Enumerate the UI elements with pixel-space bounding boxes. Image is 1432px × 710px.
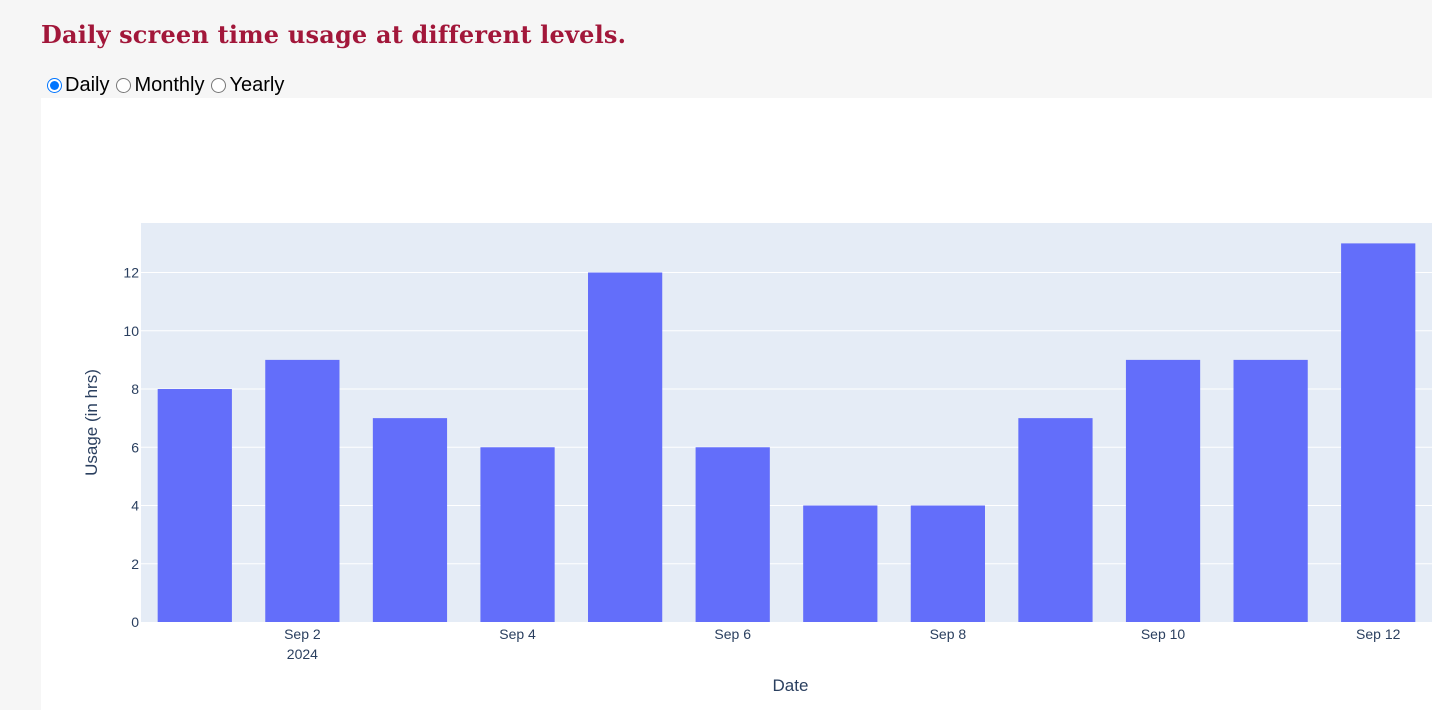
x-tick-label: Sep 4	[499, 626, 536, 642]
x-tick-label: Sep 8	[930, 626, 967, 642]
y-tick-label: 2	[131, 556, 139, 572]
x-tick-sublabel: 2024	[287, 646, 318, 662]
yearly-label: Yearly	[229, 74, 284, 97]
chart-panel: 0 2 4 6 8 10 12 Sep 2 2024 Sep 4 Sep 6 Sep 8 Sep 10…	[41, 98, 1432, 710]
y-axis-ticks: 0 2 4 6 8 10 12	[123, 265, 139, 630]
yearly-radio[interactable]	[211, 78, 226, 93]
bar-2024-09-07[interactable]	[803, 506, 877, 622]
bar-chart: 0 2 4 6 8 10 12 Sep 2 2024 Sep 4 Sep 6 Sep 8 Sep 10…	[41, 98, 1432, 710]
bar-2024-09-12[interactable]	[1341, 243, 1415, 622]
x-tick-label: Sep 2	[284, 626, 321, 642]
y-tick-label: 8	[131, 381, 139, 397]
x-tick-label: Sep 12	[1356, 626, 1401, 642]
y-tick-label: 6	[131, 439, 139, 455]
yearly-option[interactable]: Yearly	[208, 74, 284, 97]
y-tick-label: 0	[131, 614, 139, 630]
page-title: Daily screen time usage at different lev…	[41, 20, 626, 49]
y-tick-label: 4	[131, 498, 139, 514]
y-tick-label: 10	[123, 323, 139, 339]
daily-option[interactable]: Daily	[44, 74, 109, 97]
y-axis-title: Usage (in hrs)	[82, 369, 101, 476]
bar-2024-09-10[interactable]	[1126, 360, 1200, 622]
daily-radio[interactable]	[47, 78, 62, 93]
bar-2024-09-05[interactable]	[588, 273, 662, 622]
bar-2024-09-02[interactable]	[265, 360, 339, 622]
monthly-option[interactable]: Monthly	[113, 74, 204, 97]
bar-2024-09-04[interactable]	[480, 447, 554, 622]
x-tick-label: Sep 6	[714, 626, 751, 642]
x-axis-title: Date	[773, 676, 809, 695]
bar-2024-09-01[interactable]	[158, 389, 232, 622]
x-tick-label: Sep 10	[1141, 626, 1186, 642]
bar-2024-09-03[interactable]	[373, 418, 447, 622]
daily-label: Daily	[65, 74, 109, 97]
level-selector: Daily Monthly Yearly	[44, 74, 288, 97]
bar-2024-09-09[interactable]	[1018, 418, 1092, 622]
monthly-label: Monthly	[134, 74, 204, 97]
y-tick-label: 12	[123, 265, 139, 281]
x-axis-ticks: Sep 2 2024 Sep 4 Sep 6 Sep 8 Sep 10 Sep 12	[284, 626, 1401, 662]
bar-2024-09-08[interactable]	[911, 506, 985, 622]
monthly-radio[interactable]	[116, 78, 131, 93]
bar-2024-09-11[interactable]	[1234, 360, 1308, 622]
bar-2024-09-06[interactable]	[696, 447, 770, 622]
